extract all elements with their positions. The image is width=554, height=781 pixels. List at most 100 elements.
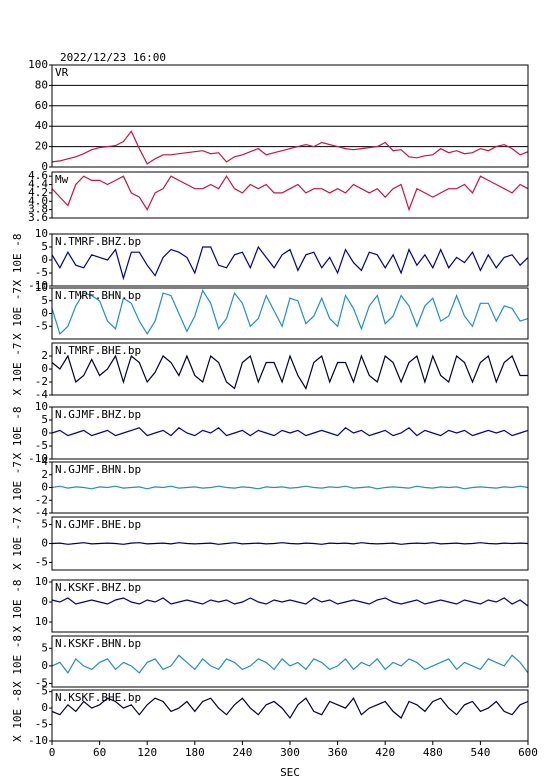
y-tick-label: 10	[35, 575, 48, 588]
y-tick-label: -2	[35, 375, 48, 388]
y-tick-label: 0	[41, 481, 48, 494]
series-line	[51, 289, 529, 336]
x-tick-label: 120	[137, 746, 157, 759]
panel-frame	[51, 689, 529, 742]
y-tick-label: -5	[35, 555, 48, 568]
y-tick-label: 0	[41, 426, 48, 439]
series-label: N.KSKF.BHE.bp	[55, 691, 141, 704]
panel-frame	[51, 342, 529, 396]
y-axis-label: X 10E -8	[11, 689, 24, 742]
series-label: N.TMRF.BHZ.bp	[55, 235, 141, 248]
y-tick-label: 40	[35, 119, 48, 132]
x-tick-label: 600	[518, 746, 538, 759]
y-tick-label: 0	[41, 659, 48, 672]
y-tick-label: 0	[41, 307, 48, 320]
y-tick-label: 0	[41, 362, 48, 375]
panel-frame	[51, 579, 529, 633]
y-tick-label: 10	[35, 227, 48, 240]
y-tick-label: 2	[41, 349, 48, 362]
panel-frame	[51, 635, 529, 688]
series-line	[51, 542, 529, 545]
y-tick-label: -10	[28, 452, 48, 465]
y-axis-label: X 10E -8	[11, 234, 24, 287]
chart-title: 2022/12/23 16:00	[60, 51, 166, 64]
y-tick-label: 5	[41, 413, 48, 426]
x-tick-label: 480	[423, 746, 443, 759]
series-label: N.GJMF.BHN.bp	[55, 463, 141, 476]
y-tick-label: 80	[35, 78, 48, 91]
x-tick-label: 360	[328, 746, 348, 759]
y-tick-label: -5	[35, 439, 48, 452]
y-axis-label: X 10E -8	[11, 407, 24, 460]
panel-frame	[51, 287, 529, 340]
y-tick-label: 60	[35, 99, 48, 112]
series-line	[51, 485, 529, 490]
y-axis-label: X 10E -7	[11, 287, 24, 340]
y-tick-label: 5	[41, 518, 48, 531]
series-line	[51, 697, 529, 720]
y-tick-label: -5	[35, 319, 48, 332]
x-tick-label: 420	[375, 746, 395, 759]
y-tick-label: 5	[41, 641, 48, 654]
x-tick-label: 60	[93, 746, 106, 759]
panel-frame	[51, 233, 529, 287]
y-tick-label: 0	[41, 537, 48, 550]
x-tick-label: 540	[470, 746, 490, 759]
series-label: N.TMRF.BHE.bp	[55, 344, 141, 357]
x-axis-label: SEC	[280, 766, 300, 779]
y-axis-label: X 10E -8	[11, 580, 24, 633]
x-tick-label: 180	[185, 746, 205, 759]
series-label: Mw	[55, 173, 69, 186]
y-tick-label: 0	[41, 701, 48, 714]
y-tick-label: 10	[35, 615, 48, 628]
y-tick-label: -2	[35, 493, 48, 506]
y-tick-label: 0	[41, 160, 48, 173]
series-label: N.KSKF.BHZ.bp	[55, 581, 141, 594]
panel-frame	[51, 171, 529, 219]
y-tick-label: 5	[41, 294, 48, 307]
y-tick-label: 3.8	[28, 203, 48, 216]
y-tick-label: -10	[28, 734, 48, 747]
series-line	[51, 427, 529, 437]
y-tick-label: 5	[41, 240, 48, 253]
series-label: N.KSKF.BHN.bp	[55, 637, 141, 650]
y-tick-label: 100	[28, 58, 48, 71]
y-tick-label: 3.6	[28, 211, 48, 224]
y-tick-label: 10	[35, 281, 48, 294]
series-line	[51, 654, 529, 674]
y-tick-label: 4.6	[28, 169, 48, 182]
y-tick-label: 0	[41, 253, 48, 266]
y-tick-label: 4	[41, 455, 48, 468]
panel-frame	[51, 516, 529, 571]
y-axis-label: X 10E -7	[11, 343, 24, 396]
y-tick-label: 4.4	[28, 178, 48, 191]
y-tick-label: 10	[35, 400, 48, 413]
series-line	[51, 597, 529, 607]
y-axis-label: X 10E -7	[11, 517, 24, 570]
x-tick-label: 240	[232, 746, 252, 759]
series-label: VR	[55, 66, 69, 79]
y-axis-label: X 10E -8	[11, 635, 24, 688]
series-line	[51, 130, 529, 165]
y-tick-label: 5	[41, 685, 48, 698]
series-label: N.GJMF.BHE.bp	[55, 518, 141, 531]
y-tick-label: 0	[41, 595, 48, 608]
y-tick-label: -4	[35, 506, 49, 519]
y-tick-label: -5	[35, 266, 48, 279]
y-tick-label: 4.0	[28, 194, 48, 207]
panel-frame	[51, 64, 529, 168]
series-line	[51, 245, 529, 281]
series-label: N.GJMF.BHZ.bp	[55, 408, 141, 421]
y-tick-label: -10	[28, 279, 48, 292]
y-tick-label: 20	[35, 140, 48, 153]
x-tick-label: 300	[280, 746, 300, 759]
y-tick-label: -5	[35, 718, 48, 731]
panel-frame	[51, 406, 529, 460]
y-axis-label: X 10E -7	[11, 461, 24, 514]
y-tick-label: 2	[41, 468, 48, 481]
y-tick-label: -5	[35, 676, 48, 689]
panel-frame	[51, 461, 529, 514]
x-tick-label: 0	[49, 746, 56, 759]
series-line	[51, 354, 528, 390]
